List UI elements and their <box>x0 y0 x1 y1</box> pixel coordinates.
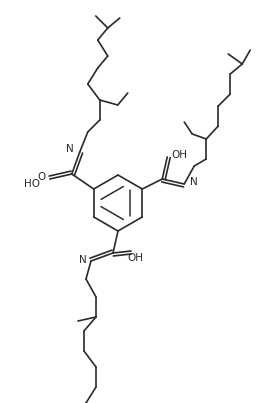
Text: N: N <box>66 144 74 154</box>
Text: HO: HO <box>24 179 40 189</box>
Text: OH: OH <box>171 150 187 160</box>
Text: N: N <box>190 177 198 187</box>
Text: OH: OH <box>127 253 143 263</box>
Text: N: N <box>79 255 87 265</box>
Text: O: O <box>38 172 46 182</box>
